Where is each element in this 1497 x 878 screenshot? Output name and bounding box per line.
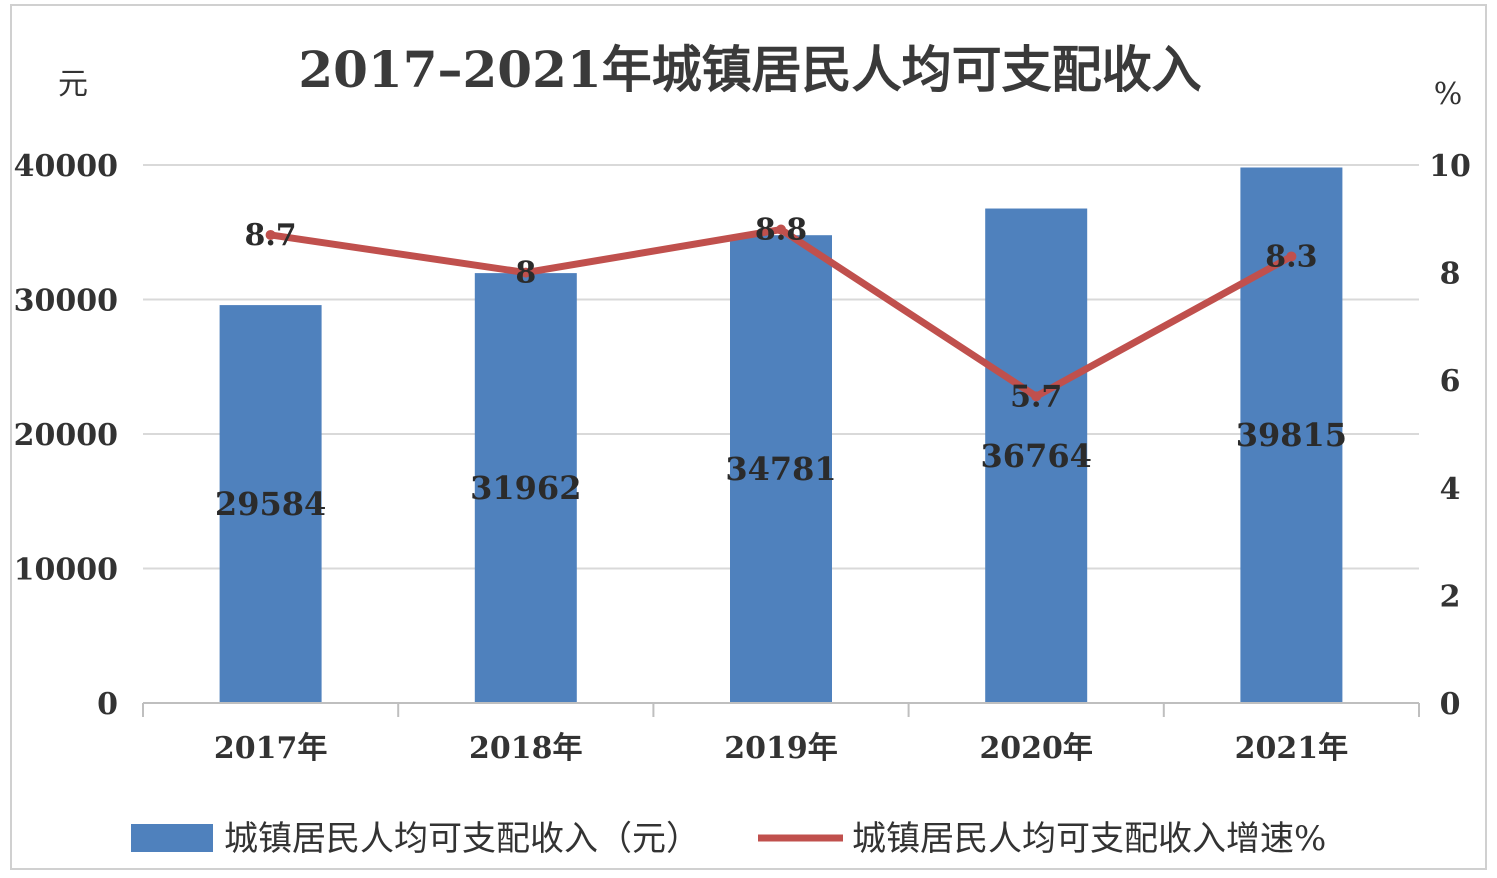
line-value-label: 8.7 [244,218,296,253]
line-value-label: 8 [515,256,536,291]
bar-value-label: 34781 [725,450,836,488]
right-tick-label: 4 [1440,472,1461,507]
bar [219,305,322,703]
legend-bar-label: 城镇居民人均可支配收入（元） [224,819,700,859]
left-axis-unit: 元 [58,67,88,102]
line-point [776,224,786,235]
bar-series [219,167,1343,703]
left-tick-label: 10000 [14,553,118,588]
line-series [265,224,1297,402]
bar-value-label: 39815 [1236,416,1347,454]
x-tick-label: 2021年 [1235,731,1349,766]
legend-bar-swatch [131,824,213,852]
left-y-axis: 0 10000 20000 30000 40000 [14,149,118,722]
bar-value-label: 36764 [981,437,1092,475]
chart-title: 2017–2021年城镇居民人均可支配收入 [298,40,1201,99]
line-point [265,229,276,240]
line-value-label: 8.8 [755,213,807,248]
right-tick-label: 0 [1440,687,1461,722]
left-tick-label: 20000 [14,418,118,453]
x-tick-label: 2020年 [979,731,1093,766]
right-axis-unit: % [1434,77,1463,112]
legend: 城镇居民人均可支配收入（元） 城镇居民人均可支配收入增速% [131,819,1326,859]
line-point [520,267,531,278]
line-point [1286,251,1297,262]
legend-line-label: 城镇居民人均可支配收入增速% [852,819,1326,859]
right-y-axis: 0 2 4 6 8 10 [1429,149,1471,722]
left-tick-label: 30000 [14,284,118,319]
right-tick-label: 6 [1440,364,1461,399]
x-tick-label: 2019年 [724,731,838,766]
x-tick-label: 2017年 [214,731,328,766]
bar-value-label: 29584 [215,485,326,523]
x-tick-label: 2018年 [469,731,583,766]
bar [730,235,832,703]
line-value-label: 8.3 [1265,239,1317,274]
left-tick-label: 0 [97,687,118,722]
bar [985,208,1088,703]
right-tick-label: 2 [1440,579,1461,614]
right-tick-label: 10 [1429,149,1471,184]
bar-data-labels: 29584 31962 34781 36764 39815 [215,416,1347,523]
x-axis: 2017年 2018年 2019年 2020年 2021年 [142,702,1420,766]
line-point [1031,391,1042,402]
bar-value-label: 31962 [470,469,581,507]
right-tick-label: 8 [1440,257,1461,292]
line-value-label: 5.7 [1010,379,1062,414]
left-tick-label: 40000 [14,149,118,184]
bar [474,273,577,703]
line-data-labels: 8.7 8 8.8 5.7 8.3 [244,213,1317,415]
